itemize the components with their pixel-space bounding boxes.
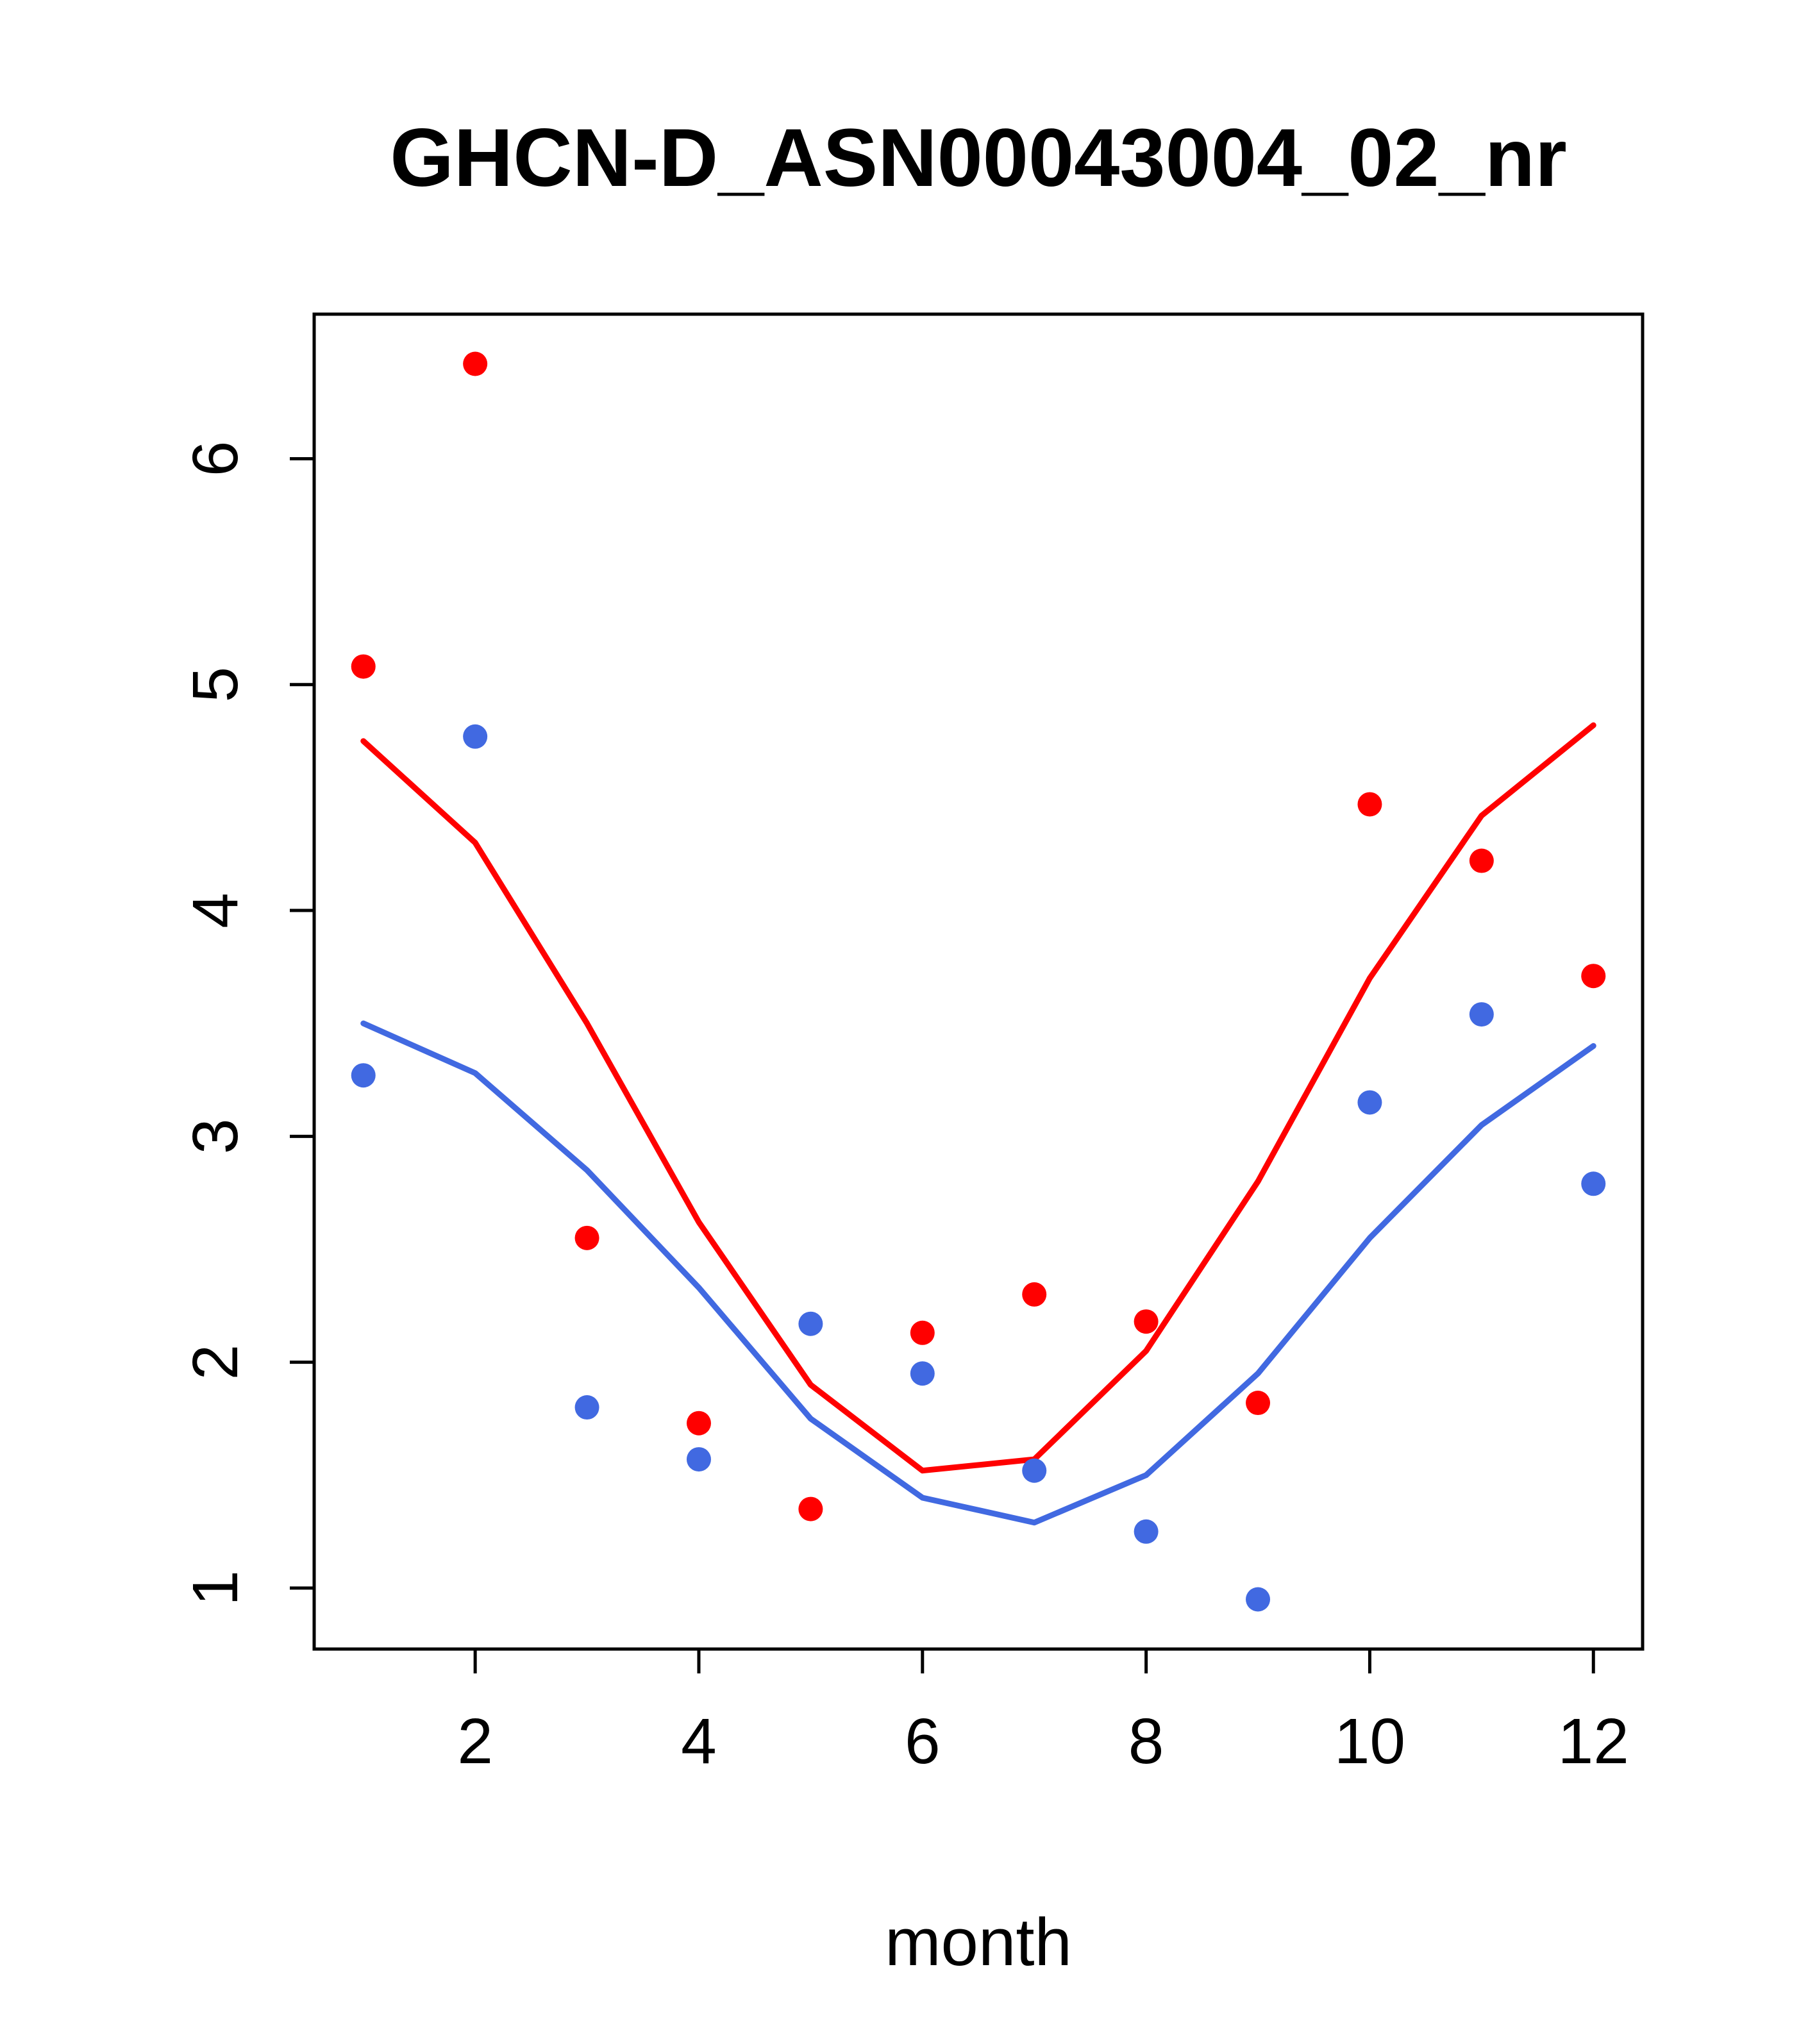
x-tick-label: 10 <box>1334 1705 1405 1777</box>
blue-points-marker <box>351 1063 376 1088</box>
x-tick-label: 4 <box>681 1705 717 1777</box>
red-line <box>360 722 1596 1474</box>
y-tick-label: 3 <box>180 1119 251 1155</box>
y-tick-label: 4 <box>180 892 251 928</box>
x-tick-label: 2 <box>457 1705 493 1777</box>
red-points-marker <box>910 1320 935 1345</box>
blue-points-marker <box>463 724 488 749</box>
blue-points-marker <box>686 1447 711 1472</box>
blue-points-marker <box>1581 1171 1606 1196</box>
y-tick-label: 2 <box>180 1345 251 1380</box>
y-tick-label: 6 <box>180 441 251 477</box>
blue-points-marker <box>1022 1458 1047 1483</box>
blue-points-marker <box>1246 1587 1271 1612</box>
y-tick-label: 5 <box>180 667 251 703</box>
red-points-marker <box>798 1496 823 1521</box>
blue-points-marker <box>798 1311 823 1336</box>
y-tick-label: 1 <box>180 1570 251 1606</box>
plot-box <box>312 312 1645 1651</box>
x-axis-label: month <box>885 1905 1072 1980</box>
red-points-marker <box>351 654 376 679</box>
red-points-marker <box>574 1225 599 1250</box>
red-points-marker <box>1022 1282 1047 1307</box>
blue-points-marker <box>1469 1002 1494 1027</box>
red-points-marker <box>1357 792 1382 817</box>
chart-title: GHCN-D_ASN00043004_02_nr <box>390 112 1567 204</box>
red-points-marker <box>1469 848 1494 873</box>
blue-points-marker <box>1134 1519 1159 1544</box>
blue-points-marker <box>1357 1090 1382 1115</box>
red-points-marker <box>463 351 488 376</box>
blue-points-marker <box>574 1395 599 1420</box>
x-tick-label: 12 <box>1558 1705 1629 1777</box>
x-tick-label: 6 <box>905 1705 941 1777</box>
red-points-marker <box>1581 964 1606 989</box>
x-tick-label: 8 <box>1128 1705 1164 1777</box>
red-points-marker <box>1246 1391 1271 1416</box>
blue-line <box>360 1020 1596 1526</box>
red-points-marker <box>686 1411 711 1436</box>
blue-points-marker <box>910 1361 935 1386</box>
red-points-marker <box>1134 1309 1159 1334</box>
